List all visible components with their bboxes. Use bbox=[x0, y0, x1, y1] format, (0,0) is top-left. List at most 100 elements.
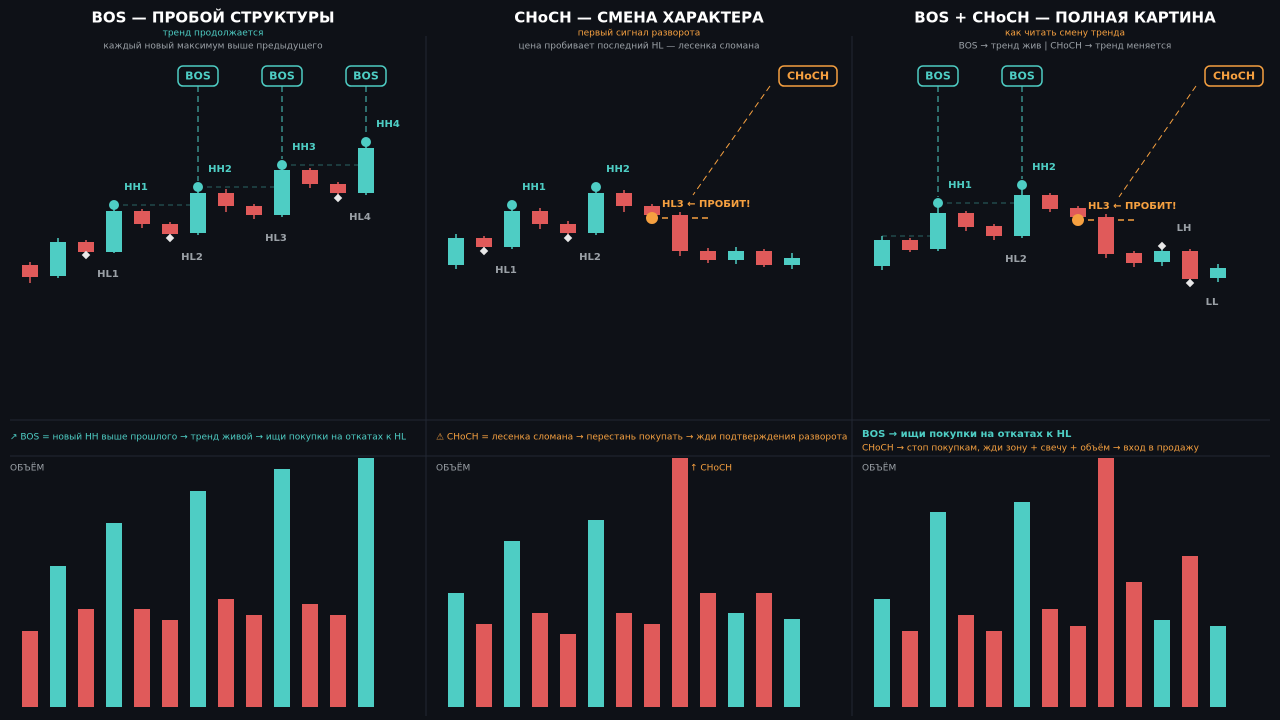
candle-body bbox=[134, 211, 150, 224]
volume-bar bbox=[560, 634, 576, 707]
pivot-marker bbox=[333, 193, 343, 203]
volume-bar bbox=[1126, 582, 1142, 707]
break-box bbox=[917, 65, 959, 87]
volume-bar bbox=[874, 599, 890, 707]
volume-bar bbox=[700, 593, 716, 707]
volume-bar bbox=[616, 613, 632, 707]
pivot-marker bbox=[193, 182, 203, 192]
volume-bar bbox=[532, 613, 548, 707]
pivot-marker bbox=[479, 246, 489, 256]
break-label: BOS bbox=[269, 70, 295, 83]
pivot-label: HH2 bbox=[208, 164, 232, 175]
candle-body bbox=[504, 211, 520, 247]
pivot-label: HL2 bbox=[579, 252, 601, 263]
volume-bar bbox=[728, 613, 744, 707]
pivot-label: HL1 bbox=[97, 269, 119, 280]
volume-bar bbox=[246, 615, 262, 707]
break-label: BOS bbox=[353, 70, 379, 83]
candle-body bbox=[190, 193, 206, 233]
note: CHoCH → стоп покупкам, жди зону + свечу … bbox=[862, 444, 1200, 454]
panel-subtitle: тренд продолжается bbox=[163, 29, 264, 39]
volume-bar bbox=[1182, 556, 1198, 707]
volume-bar bbox=[162, 620, 178, 707]
volume-bar bbox=[358, 458, 374, 707]
volume-bar bbox=[1154, 620, 1170, 707]
volume-bar bbox=[106, 523, 122, 707]
volume-annotation: ↑ CHoCH bbox=[690, 464, 732, 474]
break-box bbox=[778, 65, 838, 87]
break-box bbox=[1001, 65, 1043, 87]
volume-label: ОБЪЁМ bbox=[862, 463, 896, 474]
break-label: CHoCH bbox=[1213, 70, 1255, 83]
break-connector bbox=[1118, 85, 1197, 198]
volume-bar bbox=[1210, 626, 1226, 707]
pivot-label: HL1 bbox=[495, 265, 517, 276]
candle-body bbox=[78, 242, 94, 252]
candle-body bbox=[1154, 251, 1170, 262]
volume-bar bbox=[50, 566, 66, 707]
pivot-label: LL bbox=[1206, 297, 1219, 308]
candle-body bbox=[1210, 268, 1226, 278]
candle-body bbox=[1182, 251, 1198, 279]
pivot-label: HH2 bbox=[1032, 162, 1056, 173]
note: ⚠ CHoCH = лесенка сломана → перестань по… bbox=[436, 433, 847, 443]
candle-body bbox=[874, 240, 890, 266]
panel-description: каждый новый максимум выше предыдущего bbox=[103, 42, 323, 52]
volume-bar bbox=[588, 520, 604, 707]
candle-body bbox=[274, 170, 290, 215]
volume-bar bbox=[1014, 502, 1030, 707]
volume-bar bbox=[1042, 609, 1058, 707]
volume-bar bbox=[190, 491, 206, 707]
panel-description: цена пробивает последний HL — лесенка сл… bbox=[518, 42, 759, 52]
pivot-label: HH1 bbox=[124, 182, 148, 193]
break-box bbox=[261, 65, 303, 87]
break-label: BOS bbox=[1009, 70, 1035, 83]
candle-body bbox=[700, 251, 716, 260]
volume-bar bbox=[504, 541, 520, 707]
candle-body bbox=[728, 251, 744, 260]
candle-body bbox=[1014, 195, 1030, 236]
pivot-label: HH1 bbox=[948, 180, 972, 191]
volume-bar bbox=[644, 624, 660, 707]
pivot-label: HH2 bbox=[606, 164, 630, 175]
break-box bbox=[1204, 65, 1264, 87]
volume-bar bbox=[134, 609, 150, 707]
note: BOS → ищи покупки на откатах к HL bbox=[862, 429, 1072, 440]
volume-bar bbox=[302, 604, 318, 707]
candle-body bbox=[218, 193, 234, 206]
volume-bar bbox=[218, 599, 234, 707]
candle-body bbox=[532, 211, 548, 224]
pivot-marker bbox=[507, 200, 517, 210]
pivot-marker bbox=[1185, 278, 1195, 288]
volume-label: ОБЪЁМ bbox=[10, 463, 44, 474]
pivot-marker bbox=[277, 160, 287, 170]
volume-bar bbox=[756, 593, 772, 707]
volume-bar bbox=[1098, 458, 1114, 707]
candle-body bbox=[986, 226, 1002, 236]
pivot-label: HL3 ← ПРОБИТ! bbox=[1088, 201, 1177, 212]
candle-body bbox=[958, 213, 974, 227]
pivot-label: HL4 bbox=[349, 212, 371, 223]
candle-body bbox=[784, 258, 800, 265]
pivot-marker bbox=[591, 182, 601, 192]
panel-subtitle: первый сигнал разворота bbox=[578, 29, 701, 39]
pivot-marker bbox=[933, 198, 943, 208]
volume-bar bbox=[902, 631, 918, 707]
pivot-label: HH4 bbox=[376, 119, 400, 130]
pivot-marker bbox=[81, 250, 91, 260]
pivot-marker bbox=[1072, 214, 1084, 226]
volume-label: ОБЪЁМ bbox=[436, 463, 470, 474]
candle-body bbox=[1126, 253, 1142, 263]
volume-bar bbox=[930, 512, 946, 707]
candle-body bbox=[476, 238, 492, 247]
candle-body bbox=[902, 240, 918, 250]
candle-body bbox=[588, 193, 604, 233]
volume-bar bbox=[1070, 626, 1086, 707]
candle-body bbox=[1098, 217, 1114, 254]
pivot-label: LH bbox=[1177, 223, 1192, 234]
break-label: BOS bbox=[925, 70, 951, 83]
candle-body bbox=[162, 224, 178, 234]
candle-body bbox=[22, 265, 38, 277]
panel-description: BOS → тренд жив | CHoCH → тренд меняется bbox=[959, 42, 1172, 52]
